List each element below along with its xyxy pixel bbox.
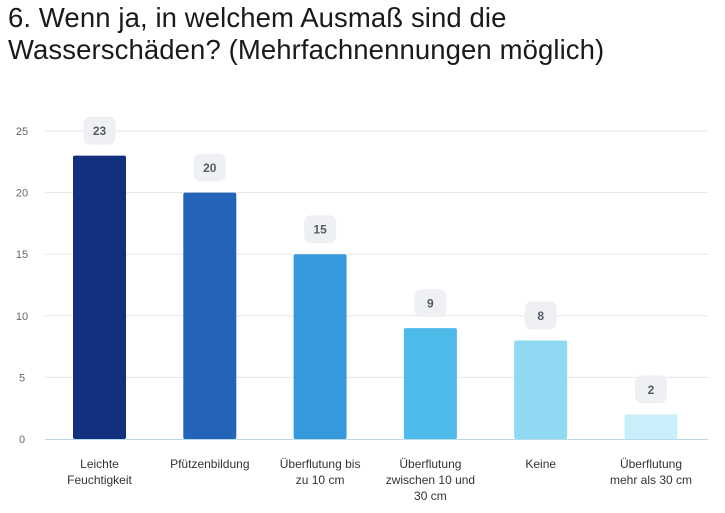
data-label: 20 — [203, 161, 217, 175]
bar — [293, 254, 347, 439]
bar — [514, 340, 568, 439]
bar — [183, 192, 237, 439]
data-label: 9 — [427, 297, 434, 311]
data-label-bubble — [304, 215, 337, 244]
data-label-bubble — [524, 301, 557, 330]
x-category-label: Pfützenbildung — [170, 457, 249, 471]
x-category-label: Leichte Feuchtigkeit — [67, 457, 132, 487]
bars — [73, 155, 678, 439]
data-label-bubble — [83, 116, 116, 145]
y-tick-label: 0 — [19, 434, 25, 446]
bar — [73, 155, 126, 439]
y-tick-label: 5 — [19, 372, 25, 384]
data-label: 23 — [93, 124, 107, 138]
data-label: 15 — [313, 223, 327, 237]
y-tick-label: 10 — [16, 311, 28, 323]
x-axis-categories: Leichte Feuchtigkeit Pfützenbildung Überflu… — [67, 457, 692, 503]
x-category-label: Keine — [525, 457, 556, 471]
x-category-label: Überflutung mehr als 30 cm — [610, 457, 692, 487]
grid-lines — [45, 130, 708, 378]
y-tick-label: 15 — [16, 249, 28, 261]
bar — [403, 328, 457, 439]
y-tick-label: 20 — [16, 188, 28, 200]
bar — [624, 414, 678, 439]
data-label: 2 — [648, 383, 655, 397]
data-label-bubble — [193, 153, 226, 182]
data-label-bubble — [414, 289, 447, 318]
chart-title: 6. Wenn ja, in welchem Ausmaß sind die W… — [8, 2, 605, 65]
data-label: 8 — [537, 309, 544, 323]
y-axis-ticks: 0 5 10 15 20 25 — [16, 126, 28, 446]
x-category-label: Überflutung bis zu 10 cm — [280, 457, 361, 487]
data-labels: 23 20 15 9 8 2 — [83, 116, 667, 404]
data-label-bubble — [635, 375, 667, 404]
x-category-label: Überflutung zwischen 10 und 30 cm — [386, 457, 475, 503]
y-tick-label: 25 — [16, 126, 28, 138]
